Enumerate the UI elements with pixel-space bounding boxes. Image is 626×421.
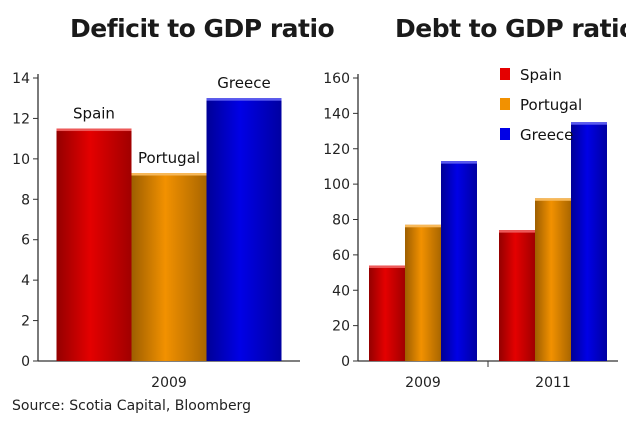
x-tick-label: 2009 (151, 375, 187, 391)
y-tick-label: 60 (332, 248, 350, 264)
bar-label-spain: Spain (73, 105, 115, 123)
legend-label-portugal: Portugal (520, 96, 582, 114)
y-tick-label: 12 (12, 111, 30, 127)
bar-spain-2009 (369, 265, 405, 361)
y-tick-label: 100 (323, 177, 350, 193)
chart-title-deficit: Deficit to GDP ratio (70, 14, 335, 43)
y-tick-label: 2 (21, 314, 30, 330)
bar-greece-2009 (206, 98, 282, 361)
y-tick-label: 80 (332, 213, 350, 229)
y-tick-label: 6 (21, 233, 30, 249)
bar-portugal-2009 (131, 173, 207, 361)
bar-top-spain-2009 (369, 265, 405, 268)
bar-greece-2009 (441, 161, 477, 361)
y-tick-label: 40 (332, 283, 350, 299)
bar-top-greece-2009 (206, 98, 282, 101)
y-tick-label: 0 (21, 354, 30, 370)
y-tick-label: 140 (323, 106, 350, 122)
bar-label-greece: Greece (217, 74, 270, 92)
y-tick-label: 0 (341, 354, 350, 370)
legend-label-greece: Greece (520, 126, 573, 144)
x-tick-label: 2011 (535, 375, 571, 391)
legend-swatch-portugal (500, 98, 510, 110)
y-tick-label: 8 (21, 192, 30, 208)
bar-portugal-2011 (535, 198, 571, 361)
bar-portugal-2009 (405, 224, 441, 361)
bar-top-spain-2011 (499, 230, 535, 233)
debt-chart: 0 20 40 60 80 100 120 140 160 2009 2011 Spain Portug… (323, 66, 618, 391)
y-tick-label: 160 (323, 71, 350, 87)
bar-label-portugal: Portugal (138, 149, 200, 167)
chart-title-debt: Debt to GDP ratio (395, 14, 626, 43)
y-tick-label: 20 (332, 319, 350, 335)
legend-swatch-spain (500, 68, 510, 80)
bar-top-spain-2009 (56, 128, 132, 132)
bar-top-portugal-2011 (535, 198, 571, 201)
bar-top-greece-2009 (441, 161, 477, 164)
bar-top-portugal-2009 (405, 224, 441, 228)
y-tick-label: 10 (12, 152, 30, 168)
x-tick-label: 2009 (405, 375, 441, 391)
bar-greece-2011 (571, 122, 607, 361)
bar-top-portugal-2009 (131, 173, 207, 176)
bar-spain-2009 (56, 128, 132, 361)
y-tick-label: 120 (323, 142, 350, 158)
bar-top-greece-2011 (571, 122, 607, 125)
y-tick-label: 4 (21, 273, 30, 289)
deficit-chart: 0 2 4 6 8 10 12 14 2009 Spain Portugal Greece (12, 71, 300, 391)
source-note: Source: Scotia Capital, Bloomberg (12, 398, 251, 414)
y-tick-label: 14 (12, 71, 30, 87)
legend-label-spain: Spain (520, 66, 562, 84)
bar-spain-2011 (499, 230, 535, 361)
legend-swatch-greece (500, 128, 510, 140)
